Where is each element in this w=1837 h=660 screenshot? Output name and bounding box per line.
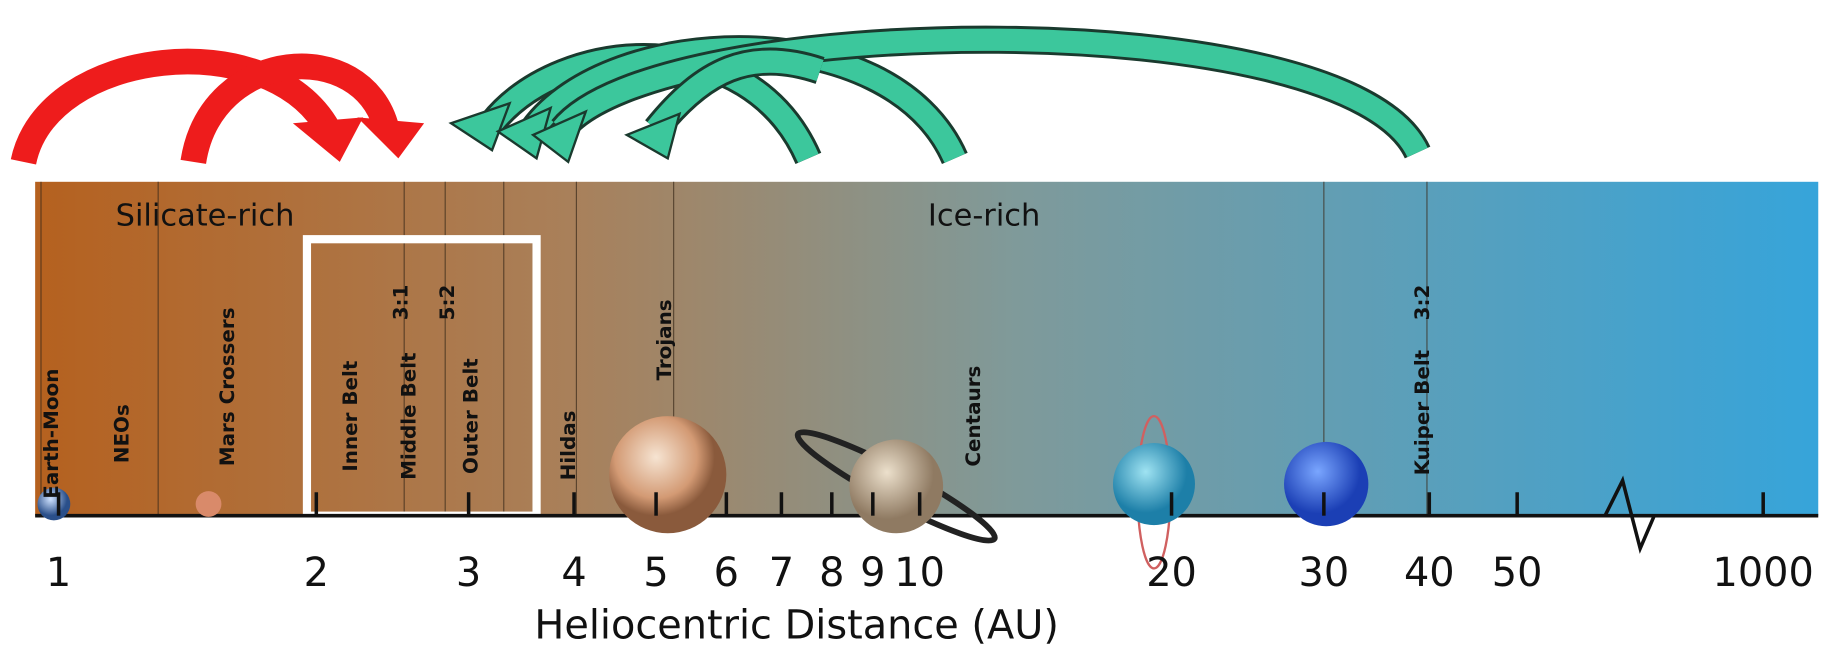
saturn <box>849 440 943 534</box>
tick-label: 5 <box>643 550 668 596</box>
neptune <box>1284 442 1368 526</box>
tick-label: 50 <box>1492 550 1543 596</box>
region-label: Ice-rich <box>928 198 1040 233</box>
zone-label: 5:2 <box>436 285 459 321</box>
zone-label: NEOs <box>111 404 134 463</box>
region-label: Silicate-rich <box>116 198 295 233</box>
mars <box>196 491 222 517</box>
tick-label: 10 <box>894 550 945 596</box>
tick-label: 7 <box>769 550 794 596</box>
outward-arrows <box>492 40 1418 159</box>
zone-label: Earth-Moon <box>40 369 63 499</box>
tick-label: 40 <box>1404 550 1455 596</box>
zone-label: Hildas <box>557 410 580 480</box>
tick-label: 6 <box>714 550 739 596</box>
zone-label: Mars Crossers <box>216 307 239 466</box>
zone-label: Centaurs <box>962 366 985 467</box>
jupiter <box>609 416 726 533</box>
tick-label: 8 <box>819 550 844 596</box>
zone-label: Kuiper Belt <box>1411 349 1434 475</box>
axis-title: Heliocentric Distance (AU) <box>534 603 1059 649</box>
tick-label: 3 <box>456 550 481 596</box>
tick-label: 4 <box>561 550 586 596</box>
zone-label: Outer Belt <box>460 358 483 474</box>
tick-label: 1 <box>46 550 71 596</box>
arrow-head <box>293 117 363 162</box>
tick-label: 1000 <box>1713 550 1814 596</box>
zone-label: Inner Belt <box>339 360 362 471</box>
tick-label: 30 <box>1299 550 1350 596</box>
zone-label: Middle Belt <box>398 352 421 480</box>
arrow-head <box>357 117 424 158</box>
zone-label: 3:2 <box>1411 285 1434 321</box>
tick-label: 20 <box>1146 550 1197 596</box>
tick-label: 2 <box>304 550 329 596</box>
uranus <box>1113 443 1195 525</box>
diagram: Silicate-rich Ice-rich Heliocentric Dist… <box>0 0 1837 660</box>
tick-label: 9 <box>860 550 885 596</box>
zone-label: Trojans <box>653 299 676 380</box>
zone-label: 3:1 <box>389 285 412 321</box>
